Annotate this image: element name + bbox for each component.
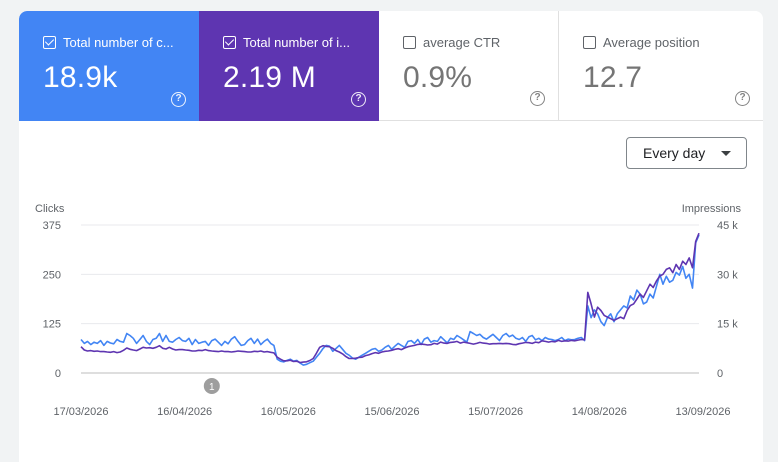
metric-total-impressions[interactable]: Total number of i... 2.19 M ? [199, 11, 379, 121]
chart-series [80, 232, 700, 366]
help-icon[interactable]: ? [171, 92, 186, 107]
caret-down-icon [721, 151, 731, 156]
x-tick-label: 15/06/2026 [364, 406, 419, 418]
annotation-label: 1 [209, 382, 215, 393]
x-tick-label: 16/05/2026 [261, 406, 316, 418]
chart-annotation[interactable]: 1 [203, 378, 220, 394]
metric-average-position[interactable]: Average position 12.7 ? [559, 11, 763, 121]
metric-value: 2.19 M [223, 61, 316, 94]
y-right-tick-label: 15 k [717, 319, 738, 331]
checkbox-unchecked-icon[interactable] [403, 36, 416, 49]
help-icon[interactable]: ? [530, 91, 545, 106]
y-right-tick-label: 45 k [717, 220, 738, 232]
granularity-selected: Every day [643, 145, 706, 161]
metric-total-clicks[interactable]: Total number of c... 18.9k ? [19, 11, 199, 121]
metric-value: 0.9% [403, 61, 473, 94]
impressions-series-line [80, 232, 700, 364]
help-icon[interactable]: ? [735, 91, 750, 106]
help-icon[interactable]: ? [351, 92, 366, 107]
y-right-axis-title: Impressions [682, 203, 742, 215]
performance-card: Total number of c... 18.9k ? Total numbe… [19, 11, 763, 462]
metric-label: average CTR [423, 35, 501, 50]
y-left-tick-label: 250 [43, 269, 61, 281]
x-tick-label: 15/07/2026 [468, 406, 523, 418]
performance-chart: Clicks Impressions 375 250 125 0 45 k 30 k 15… [35, 203, 742, 418]
y-left-tick-label: 125 [43, 319, 61, 331]
y-left-tick-label: 375 [43, 220, 61, 232]
checkbox-checked-icon[interactable] [43, 36, 56, 49]
annotation-marker[interactable] [203, 378, 220, 394]
metric-label: Total number of c... [63, 35, 174, 50]
x-tick-label: 17/03/2026 [53, 406, 108, 418]
y-right-tick-label: 0 [717, 368, 723, 380]
chart-gridlines [81, 224, 699, 374]
metric-label: Average position [603, 35, 700, 50]
y-right-ticks: 45 k 30 k 15 k 0 [717, 220, 738, 380]
clicks-series-line [80, 234, 700, 366]
y-left-tick-label: 0 [55, 368, 61, 380]
metric-value: 18.9k [43, 61, 118, 94]
x-axis-ticks: 17/03/2026 16/04/2026 16/05/2026 15/06/2026… [53, 406, 730, 418]
checkbox-checked-icon[interactable] [223, 36, 236, 49]
checkbox-unchecked-icon[interactable] [583, 36, 596, 49]
metric-average-ctr[interactable]: average CTR 0.9% ? [379, 11, 559, 121]
x-tick-label: 16/04/2026 [157, 406, 212, 418]
metric-label: Total number of i... [243, 35, 350, 50]
x-tick-label: 14/08/2026 [572, 406, 627, 418]
y-right-tick-label: 30 k [717, 269, 738, 281]
granularity-dropdown[interactable]: Every day [626, 137, 747, 169]
metric-value: 12.7 [583, 61, 643, 94]
metric-tabs: Total number of c... 18.9k ? Total numbe… [19, 11, 763, 121]
y-left-ticks: 375 250 125 0 [43, 220, 61, 380]
x-tick-label: 13/09/2026 [675, 406, 730, 418]
y-left-axis-title: Clicks [35, 203, 65, 215]
